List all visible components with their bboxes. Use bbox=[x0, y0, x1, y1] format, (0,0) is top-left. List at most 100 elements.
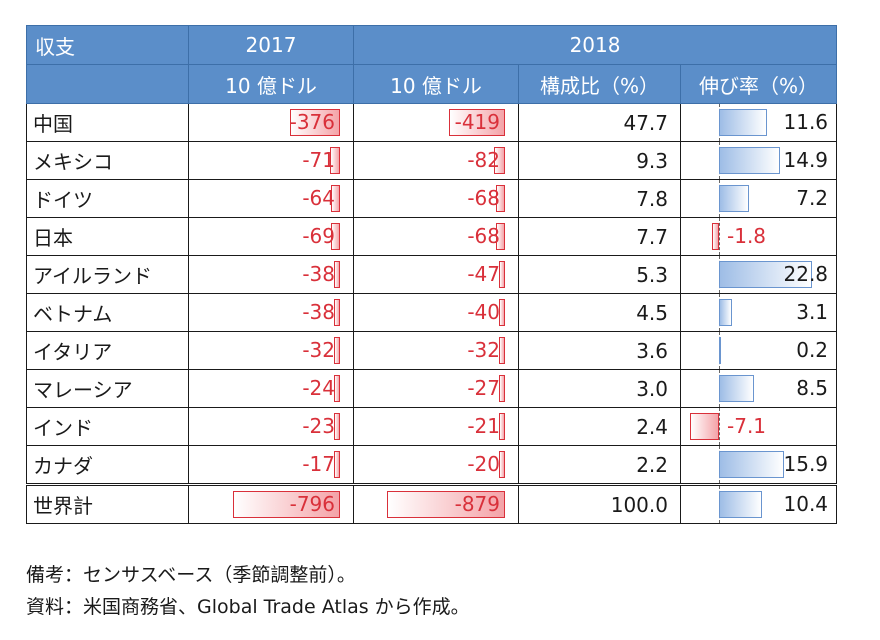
country-name: メキシコ bbox=[26, 141, 189, 180]
balance-v2017-cell: -71 bbox=[188, 141, 354, 180]
growth-bar bbox=[719, 491, 762, 518]
balance-value: -68 bbox=[467, 186, 500, 210]
growth-cell: 22.8 bbox=[679, 255, 838, 294]
balance-value: -38 bbox=[302, 300, 335, 324]
deficit-bar bbox=[334, 261, 340, 288]
balance-value: -64 bbox=[302, 186, 335, 210]
table-row: インド -23 -21 2.4 -7.1 bbox=[26, 407, 838, 446]
balance-value: -879 bbox=[454, 492, 500, 516]
growth-axis bbox=[719, 218, 720, 255]
growth-bar bbox=[711, 223, 719, 250]
country-name: 中国 bbox=[26, 103, 189, 142]
share-value: 7.7 bbox=[518, 217, 681, 256]
country-name: カナダ bbox=[26, 445, 189, 485]
balance-value: -40 bbox=[467, 300, 500, 324]
share-value: 3.0 bbox=[518, 369, 681, 408]
header-balance: 収支 bbox=[26, 25, 189, 65]
share-value: 100.0 bbox=[518, 483, 681, 524]
balance-v2017-cell: -38 bbox=[188, 293, 354, 332]
growth-value: 7.2 bbox=[796, 186, 829, 210]
growth-cell: 0.2 bbox=[679, 331, 838, 370]
country-name: アイルランド bbox=[26, 255, 189, 294]
header-empty bbox=[26, 64, 189, 104]
deficit-bar bbox=[498, 261, 505, 288]
growth-bar bbox=[719, 375, 754, 402]
growth-value: 8.5 bbox=[796, 376, 829, 400]
balance-v2017-cell: -17 bbox=[188, 445, 354, 485]
balance-v2018-cell: -419 bbox=[353, 103, 519, 142]
balance-value: -69 bbox=[302, 224, 335, 248]
balance-value: -27 bbox=[467, 376, 500, 400]
balance-value: -71 bbox=[302, 148, 335, 172]
trade-balance-table: 収支 2017 2018 10 億ドル 10 億ドル 構成比（%） 伸び率（%）… bbox=[26, 25, 838, 524]
deficit-bar bbox=[330, 147, 340, 174]
share-value: 2.4 bbox=[518, 407, 681, 446]
balance-v2017-cell: -32 bbox=[188, 331, 354, 370]
balance-value: -82 bbox=[467, 148, 500, 172]
growth-cell: 7.2 bbox=[679, 179, 838, 218]
growth-bar bbox=[719, 109, 767, 136]
growth-bar bbox=[719, 451, 785, 478]
table-row: カナダ -17 -20 2.2 15.9 bbox=[26, 445, 838, 485]
balance-v2017-cell: -69 bbox=[188, 217, 354, 256]
balance-v2018-cell: -82 bbox=[353, 141, 519, 180]
balance-value: -32 bbox=[302, 338, 335, 362]
share-value: 47.7 bbox=[518, 103, 681, 142]
country-name: イタリア bbox=[26, 331, 189, 370]
balance-value: -24 bbox=[302, 376, 335, 400]
balance-v2018-cell: -68 bbox=[353, 179, 519, 218]
deficit-bar bbox=[499, 375, 505, 402]
table-row: ベトナム -38 -40 4.5 3.1 bbox=[26, 293, 838, 332]
balance-value: -38 bbox=[302, 262, 335, 286]
balance-v2018-cell: -32 bbox=[353, 331, 519, 370]
deficit-bar bbox=[330, 223, 340, 250]
growth-axis bbox=[719, 408, 720, 445]
table-row: 日本 -69 -68 7.7 -1.8 bbox=[26, 217, 838, 256]
growth-cell: 15.9 bbox=[679, 445, 838, 485]
growth-value: 15.9 bbox=[783, 452, 829, 476]
growth-bar bbox=[719, 299, 732, 326]
growth-value: 3.1 bbox=[796, 300, 829, 324]
balance-value: -21 bbox=[467, 414, 500, 438]
deficit-bar bbox=[334, 299, 340, 326]
deficit-bar bbox=[448, 109, 505, 136]
country-name: 世界計 bbox=[26, 483, 189, 524]
growth-bar bbox=[719, 147, 781, 174]
growth-cell: 10.4 bbox=[679, 483, 838, 524]
balance-v2017-cell: -376 bbox=[188, 103, 354, 142]
deficit-bar bbox=[334, 375, 340, 402]
balance-value: -68 bbox=[467, 224, 500, 248]
growth-cell: 14.9 bbox=[679, 141, 838, 180]
table-row: ドイツ -64 -68 7.8 7.2 bbox=[26, 179, 838, 218]
table-row: イタリア -32 -32 3.6 0.2 bbox=[26, 331, 838, 370]
deficit-bar bbox=[499, 451, 505, 478]
balance-v2018-cell: -27 bbox=[353, 369, 519, 408]
growth-value: 11.6 bbox=[783, 110, 829, 134]
share-value: 7.8 bbox=[518, 179, 681, 218]
growth-cell: -1.8 bbox=[679, 217, 838, 256]
header-share: 構成比（%） bbox=[518, 64, 681, 104]
country-name: ベトナム bbox=[26, 293, 189, 332]
balance-v2018-cell: -20 bbox=[353, 445, 519, 485]
growth-value: -1.8 bbox=[727, 224, 767, 248]
header-unit-2017: 10 億ドル bbox=[188, 64, 354, 104]
growth-value: 10.4 bbox=[783, 492, 829, 516]
share-value: 5.3 bbox=[518, 255, 681, 294]
deficit-bar bbox=[289, 109, 340, 136]
deficit-bar bbox=[499, 337, 505, 364]
table-row: マレーシア -24 -27 3.0 8.5 bbox=[26, 369, 838, 408]
balance-v2017-cell: -64 bbox=[188, 179, 354, 218]
growth-bar bbox=[719, 337, 721, 364]
deficit-bar bbox=[387, 491, 505, 518]
header-growth: 伸び率（%） bbox=[679, 64, 838, 104]
source-note: 資料：米国商務省、Global Trade Atlas から作成。 bbox=[26, 596, 470, 618]
balance-value: -376 bbox=[289, 110, 335, 134]
remark-note: 備考：センサスベース（季節調整前）。 bbox=[26, 564, 356, 586]
country-name: インド bbox=[26, 407, 189, 446]
share-value: 3.6 bbox=[518, 331, 681, 370]
growth-value: 14.9 bbox=[783, 148, 829, 172]
deficit-bar bbox=[331, 185, 340, 212]
balance-value: -796 bbox=[289, 492, 335, 516]
country-name: ドイツ bbox=[26, 179, 189, 218]
balance-value: -20 bbox=[467, 452, 500, 476]
